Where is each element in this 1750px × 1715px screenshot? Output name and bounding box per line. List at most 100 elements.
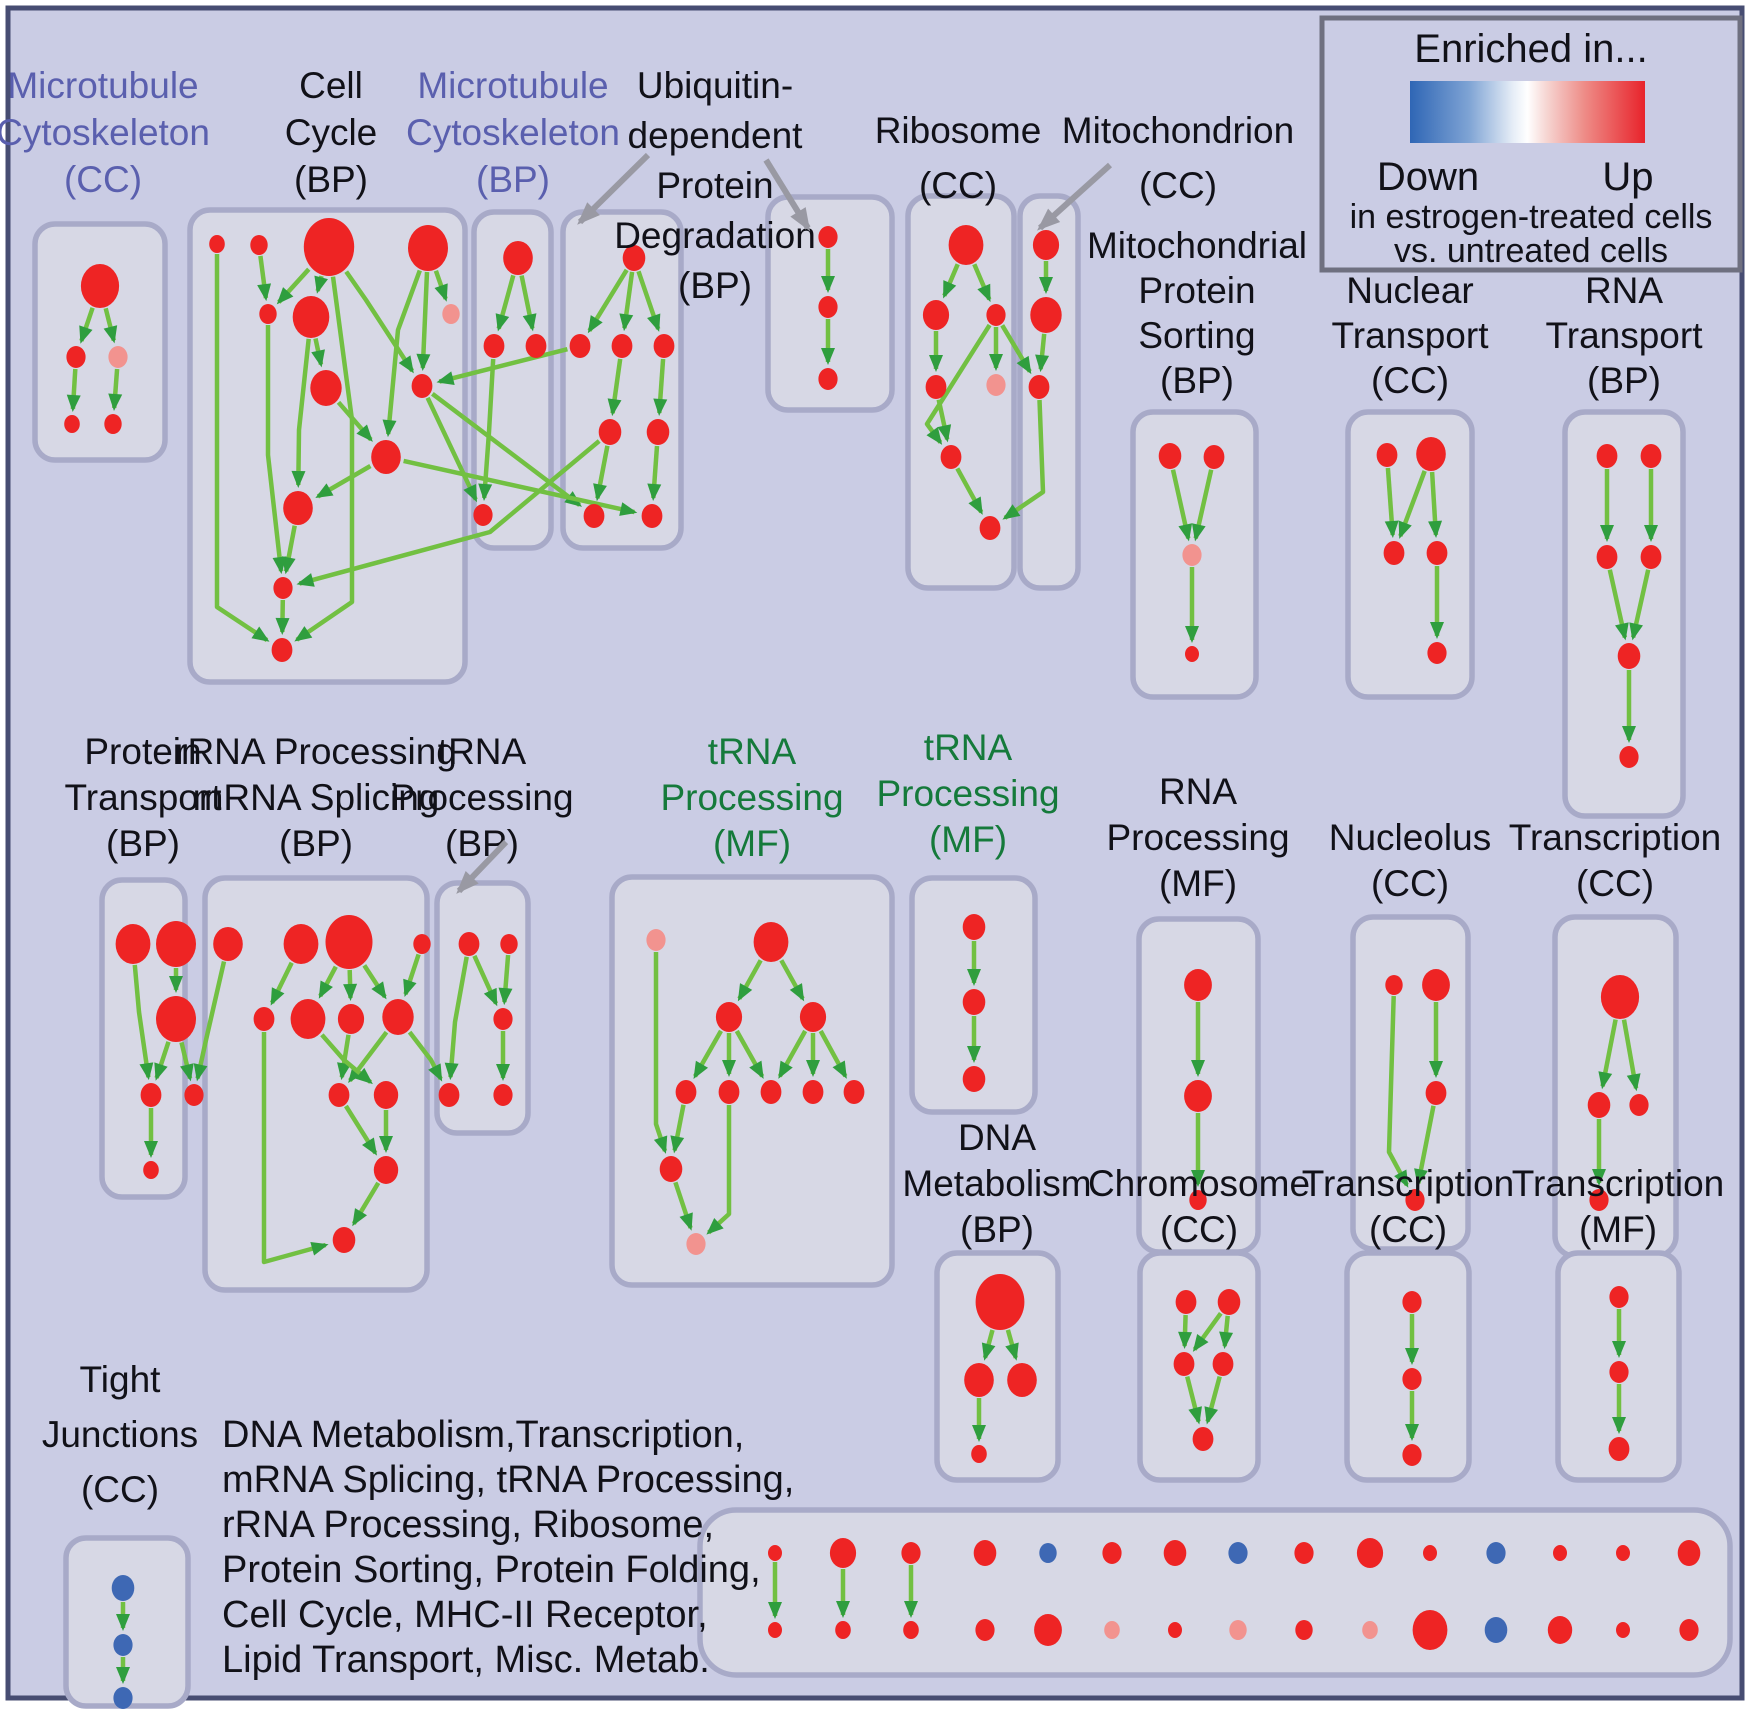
node-k5 [1192, 1427, 1214, 1451]
node-w4 [413, 934, 431, 954]
edge-cc8-cc10 [336, 400, 373, 442]
node-m1 [503, 241, 533, 275]
node-t6 [143, 1161, 159, 1179]
note-line-0: DNA Metabolism,Transcription, [222, 1414, 744, 1456]
node-q1 [1376, 443, 1398, 467]
node-m3 [525, 334, 547, 358]
cluster-label-mitochondrion-line1: (CC) [1139, 165, 1217, 206]
note-line-4: Cell Cycle, MHC-II Receptor, [222, 1594, 708, 1636]
cluster-label-mitochondrion-line0: Mitochondrion [1062, 110, 1294, 151]
edge-xB-xC [498, 954, 513, 1006]
node-q4 [1426, 541, 1448, 565]
node-p2 [1203, 445, 1225, 469]
cluster-label-rna-transport-line1: Transport [1546, 315, 1704, 356]
node-z3 [962, 1066, 986, 1092]
edge-w1-t5 [193, 960, 227, 1082]
node-rp2 [1184, 1080, 1212, 1112]
node-g5t [1039, 1543, 1057, 1563]
edge-nl1-nl4 [1386, 995, 1409, 1188]
node-g6b [1104, 1621, 1120, 1639]
edge-k4-k5 [1204, 1376, 1222, 1425]
edge-cc11-cc12 [281, 525, 297, 575]
edge-cc9-m4 [425, 396, 478, 503]
misc-cluster-note: DNA Metabolism,Transcription,mRNA Splici… [222, 1414, 794, 1681]
node-xC [493, 1008, 513, 1030]
edge-w7-w9 [337, 1034, 351, 1081]
node-rA [948, 225, 984, 265]
gray-arrow-to-ub1 [577, 152, 651, 225]
cluster-label-ubiquitin-line0: Ubiquitin- [637, 65, 793, 106]
node-cc9 [411, 374, 433, 398]
cluster-label-tight-junctions-line2: (CC) [81, 1469, 159, 1510]
legend-box [1319, 15, 1743, 273]
edge-rA-rC [972, 263, 992, 303]
node-nl4 [1405, 1189, 1425, 1211]
cluster-label-nucleolus-line0: Nucleolus [1329, 817, 1491, 858]
node-z1 [962, 914, 986, 940]
edge-d1-d2 [981, 1329, 996, 1361]
node-g4t [973, 1540, 997, 1566]
edge-cc10-u8 [403, 458, 638, 516]
node-w8 [382, 999, 414, 1035]
node-w10 [373, 1081, 399, 1109]
edge-nl3-nl4 [1414, 1105, 1436, 1187]
cluster-label-dna-metab-line2: (BP) [960, 1209, 1034, 1250]
edge-p1-p3 [1170, 469, 1193, 542]
cluster-label-tight-junctions-line1: Junctions [42, 1414, 198, 1455]
cluster-label-rrna-line0: rRNA Processing [175, 731, 457, 772]
cluster-label-protein-transport-line1: Transport [65, 777, 223, 818]
edge-u3-u5 [607, 358, 623, 417]
edge-h2-h3 [1035, 333, 1050, 373]
legend-down-label: Down [1377, 155, 1479, 199]
cluster-box-mt-bp [471, 209, 554, 551]
edge-q1-q3 [1384, 467, 1399, 538]
cluster-label-cell-cycle-line1: Cycle [285, 112, 378, 153]
edge-w3-w8 [362, 964, 387, 1000]
cluster-label-rna-transport-line2: (BP) [1587, 360, 1661, 401]
node-cc3 [303, 218, 355, 276]
edge-h3-rG [1002, 399, 1046, 520]
cluster-box-misc [697, 1507, 1733, 1678]
node-cc6 [292, 296, 330, 338]
node-m4 [473, 504, 493, 526]
node-g12b [1484, 1617, 1508, 1643]
node-v1 [818, 226, 838, 248]
legend-title: Enriched in... [1414, 27, 1647, 71]
edge-cc4-cc7 [433, 269, 448, 302]
node-cc13 [271, 638, 293, 662]
edge-w5-w12 [261, 1032, 329, 1265]
edge-q2-q4 [1428, 471, 1443, 538]
node-rG [979, 516, 1001, 540]
node-k1 [1175, 1290, 1197, 1314]
node-g14b [1616, 1622, 1630, 1638]
node-u5 [598, 419, 622, 445]
edge-cc12-cc13 [275, 599, 290, 635]
node-tm3 [1608, 1437, 1630, 1461]
cluster-label-rna-transport-line0: RNA [1585, 270, 1663, 311]
node-a1 [80, 264, 120, 308]
edge-rC-rF [924, 323, 992, 445]
edge-p2-p3 [1191, 469, 1214, 542]
cluster-label-trna-mf-2-line2: (MF) [929, 819, 1007, 860]
cluster-label-trna-bp-line1: Processing [390, 777, 573, 818]
cluster-box-rna-transport [1562, 409, 1686, 819]
node-tb1 [1402, 1291, 1422, 1313]
gray-arrow-to-mito [1037, 162, 1113, 231]
cluster-label-tight-junctions-line0: Tight [80, 1359, 162, 1400]
cluster-label-mt-bp-line0: Microtubule [417, 65, 608, 106]
edge-k2-k3 [1192, 1311, 1223, 1352]
node-s4 [1640, 545, 1662, 569]
edge-rF-rG [955, 467, 984, 515]
node-g8t [1228, 1542, 1248, 1564]
edge-m2-m4 [478, 358, 496, 501]
note-line-1: mRNA Splicing, tRNA Processing, [222, 1459, 794, 1501]
cluster-label-nuclear-transport-line1: Transport [1332, 315, 1490, 356]
edge-cc4-cc10 [382, 269, 422, 438]
edge-w8-xD [407, 1030, 443, 1082]
node-d2 [964, 1363, 994, 1397]
node-nl3 [1425, 1081, 1447, 1105]
edge-k3-k5 [1185, 1376, 1202, 1425]
node-y3 [715, 1002, 743, 1032]
node-w9 [328, 1083, 350, 1107]
node-w5 [253, 1007, 275, 1031]
